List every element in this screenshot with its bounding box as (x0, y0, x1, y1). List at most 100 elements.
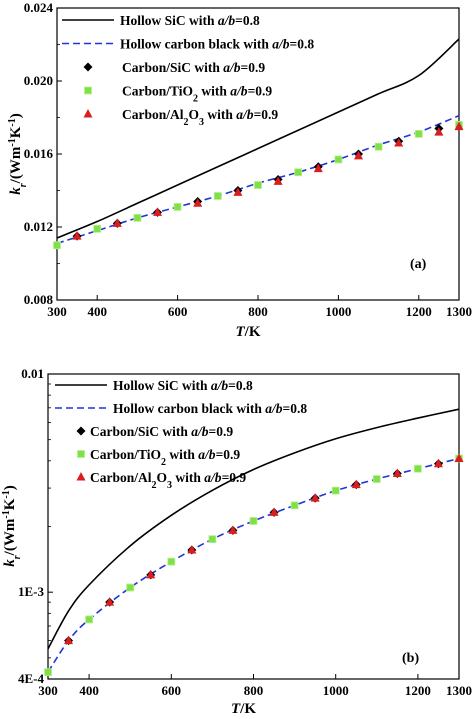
x-tick-label: 1200 (406, 304, 432, 319)
legend-label-carbon-tio2-with-a-b-0-9: Carbon/TiO2 with a/b=0.9 (90, 447, 240, 468)
panel-b-x-axis-label: T/K (231, 701, 256, 717)
point-carbon-al2o3-with-a-b-0-9 (105, 597, 115, 606)
point-carbon-al2o3-with-a-b-0-9 (228, 525, 238, 534)
point-carbon-tio2-with-a-b-0-9 (208, 535, 217, 544)
point-carbon-al2o3-with-a-b-0-9 (269, 507, 279, 516)
point-carbon-tio2-with-a-b-0-9 (53, 241, 61, 250)
x-tick-label: 300 (38, 683, 58, 698)
panel-a-y-axis-label: kr/(Wm-1K-1) (7, 113, 29, 194)
panel-b-ticks: 300 400 600 800 1000 1200 1300 4E-4 1E-3 0.01 (18, 366, 472, 698)
x-tick-label: 800 (244, 683, 264, 698)
point-carbon-al2o3-with-a-b-0-9 (354, 150, 363, 160)
point-carbon-tio2-with-a-b-0-9 (331, 486, 340, 495)
legend-label-hollow-sic-with-a-b-0-8: Hollow SiC with a/b=0.8 (120, 13, 260, 28)
point-carbon-al2o3-with-a-b-0-9 (72, 231, 82, 240)
point-carbon-al2o3-with-a-b-0-9 (233, 187, 243, 196)
panel-b-label: (b) (402, 651, 419, 666)
point-carbon-al2o3-with-a-b-0-9 (64, 635, 74, 645)
legend-label-hollow-carbon-black-with-a-b-0-8: Hollow carbon black with a/b=0.8 (113, 401, 307, 416)
legend-label-carbon-al2o3-with-a-b-0-9: Carbon/Al2O3 with a/b=0.9 (122, 107, 278, 128)
legend-swatch-carbon-tio2-with-a-b-0-9 (77, 450, 85, 458)
point-carbon-tio2-with-a-b-0-9 (414, 130, 423, 138)
y-tick-label: 0.01 (21, 366, 44, 381)
panel-a-x-axis-label: T/K (235, 324, 260, 340)
panel-a-series (53, 38, 464, 250)
y-tick-label: 0.016 (24, 146, 54, 161)
point-carbon-tio2-with-a-b-0-9 (290, 501, 299, 510)
x-tick-label: 400 (79, 683, 99, 698)
point-carbon-al2o3-with-a-b-0-9 (193, 198, 203, 207)
point-carbon-al2o3-with-a-b-0-9 (273, 176, 283, 185)
legend-label-carbon-sic-with-a-b-0-9: Carbon/SiC with a/b=0.9 (90, 424, 233, 439)
point-carbon-al2o3-with-a-b-0-9 (187, 545, 197, 554)
y-tick-label: 0.020 (24, 73, 53, 88)
x-axis-label-text: T/K (235, 324, 260, 340)
x-tick-label: 1300 (446, 304, 472, 319)
legend-swatch-carbon-sic-with-a-b-0-9 (76, 426, 86, 436)
legend-label-carbon-tio2-with-a-b-0-9: Carbon/TiO2 with a/b=0.9 (122, 84, 272, 105)
legend-label-hollow-sic-with-a-b-0-8: Hollow SiC with a/b=0.8 (113, 378, 253, 393)
x-tick-label: 800 (248, 304, 268, 319)
point-carbon-al2o3-with-a-b-0-9 (146, 569, 156, 579)
panel-b-chart: 300 400 600 800 1000 1200 1300 4E-4 1E-3 0.01 Hol… (1, 366, 473, 717)
panel-a-plot-frame (56, 7, 460, 301)
y-axis-label-text: kr/(Wm-1K-1) (7, 113, 29, 194)
x-axis-label-text: T/K (231, 701, 256, 717)
x-tick-label: 600 (162, 683, 182, 698)
legend-label-hollow-carbon-black-with-a-b-0-8: Hollow carbon black with a/b=0.8 (120, 37, 314, 52)
point-carbon-al2o3-with-a-b-0-9 (313, 163, 323, 173)
point-carbon-tio2-with-a-b-0-9 (334, 155, 343, 164)
point-carbon-tio2-with-a-b-0-9 (93, 224, 102, 233)
x-tick-label: 1300 (446, 683, 472, 698)
x-tick-label: 300 (47, 304, 67, 319)
y-axis-label-text: kr/(Wm-1K-1) (1, 485, 23, 566)
x-tick-label: 600 (168, 304, 188, 319)
series-line-hollow-sic-with-a-b-0-8 (47, 408, 460, 650)
panel-a-label: (a) (410, 257, 427, 272)
point-carbon-al2o3-with-a-b-0-9 (454, 453, 464, 462)
series-line-hollow-sic-with-a-b-0-8 (56, 38, 460, 239)
y-tick-label: 1E-3 (18, 584, 45, 599)
x-tick-label: 1000 (325, 304, 351, 319)
point-carbon-tio2-with-a-b-0-9 (44, 668, 52, 677)
x-tick-label: 1200 (405, 683, 431, 698)
point-carbon-al2o3-with-a-b-0-9 (112, 218, 122, 227)
panel-b-series (44, 408, 464, 677)
point-carbon-al2o3-with-a-b-0-9 (394, 138, 404, 147)
point-carbon-al2o3-with-a-b-0-9 (310, 493, 320, 502)
panel-b-plot-frame (47, 373, 460, 680)
panel-a-legend: Hollow SiC with a/b=0.8 Hollow carbon bla… (62, 13, 314, 128)
x-tick-label: 1000 (323, 683, 349, 698)
point-carbon-tio2-with-a-b-0-9 (254, 181, 262, 189)
point-carbon-tio2-with-a-b-0-9 (167, 557, 176, 566)
point-carbon-tio2-with-a-b-0-9 (374, 142, 383, 151)
point-carbon-al2o3-with-a-b-0-9 (351, 479, 361, 489)
panel-b-legend: Hollow SiC with a/b=0.8 Hollow carbon bla… (55, 378, 307, 491)
x-tick-label: 400 (87, 304, 107, 319)
legend-label-carbon-al2o3-with-a-b-0-9: Carbon/Al2O3 with a/b=0.9 (90, 470, 246, 491)
legend-swatch-carbon-sic-with-a-b-0-9 (83, 62, 93, 72)
legend-swatch-carbon-al2o3-with-a-b-0-9 (83, 109, 93, 118)
panel-a-ticks: 300 400 600 800 1000 1200 1300 0.008 0.012 0.016 0… (24, 0, 472, 319)
y-tick-label: 0.012 (24, 219, 53, 234)
legend-swatch-carbon-tio2-with-a-b-0-9 (84, 86, 92, 95)
panel-a-chart: 300 400 600 800 1000 1200 1300 0.008 0.012 0.016 0… (7, 0, 473, 340)
point-carbon-tio2-with-a-b-0-9 (213, 192, 222, 200)
panel-b-y-axis-label: kr/(Wm-1K-1) (1, 485, 23, 566)
point-carbon-tio2-with-a-b-0-9 (85, 615, 93, 624)
point-carbon-tio2-with-a-b-0-9 (133, 213, 142, 222)
point-carbon-tio2-with-a-b-0-9 (413, 464, 422, 473)
point-carbon-al2o3-with-a-b-0-9 (433, 458, 443, 468)
point-carbon-tio2-with-a-b-0-9 (126, 583, 135, 592)
point-carbon-al2o3-with-a-b-0-9 (153, 207, 162, 216)
y-tick-label: 0.024 (24, 0, 54, 15)
y-tick-label: 0.008 (24, 292, 54, 307)
point-carbon-tio2-with-a-b-0-9 (249, 517, 258, 525)
point-carbon-al2o3-with-a-b-0-9 (454, 121, 464, 131)
legend-label-carbon-sic-with-a-b-0-9: Carbon/SiC with a/b=0.9 (122, 60, 265, 75)
point-carbon-tio2-with-a-b-0-9 (173, 203, 182, 211)
point-carbon-tio2-with-a-b-0-9 (294, 168, 303, 177)
point-carbon-al2o3-with-a-b-0-9 (434, 127, 444, 136)
point-carbon-al2o3-with-a-b-0-9 (392, 468, 402, 477)
